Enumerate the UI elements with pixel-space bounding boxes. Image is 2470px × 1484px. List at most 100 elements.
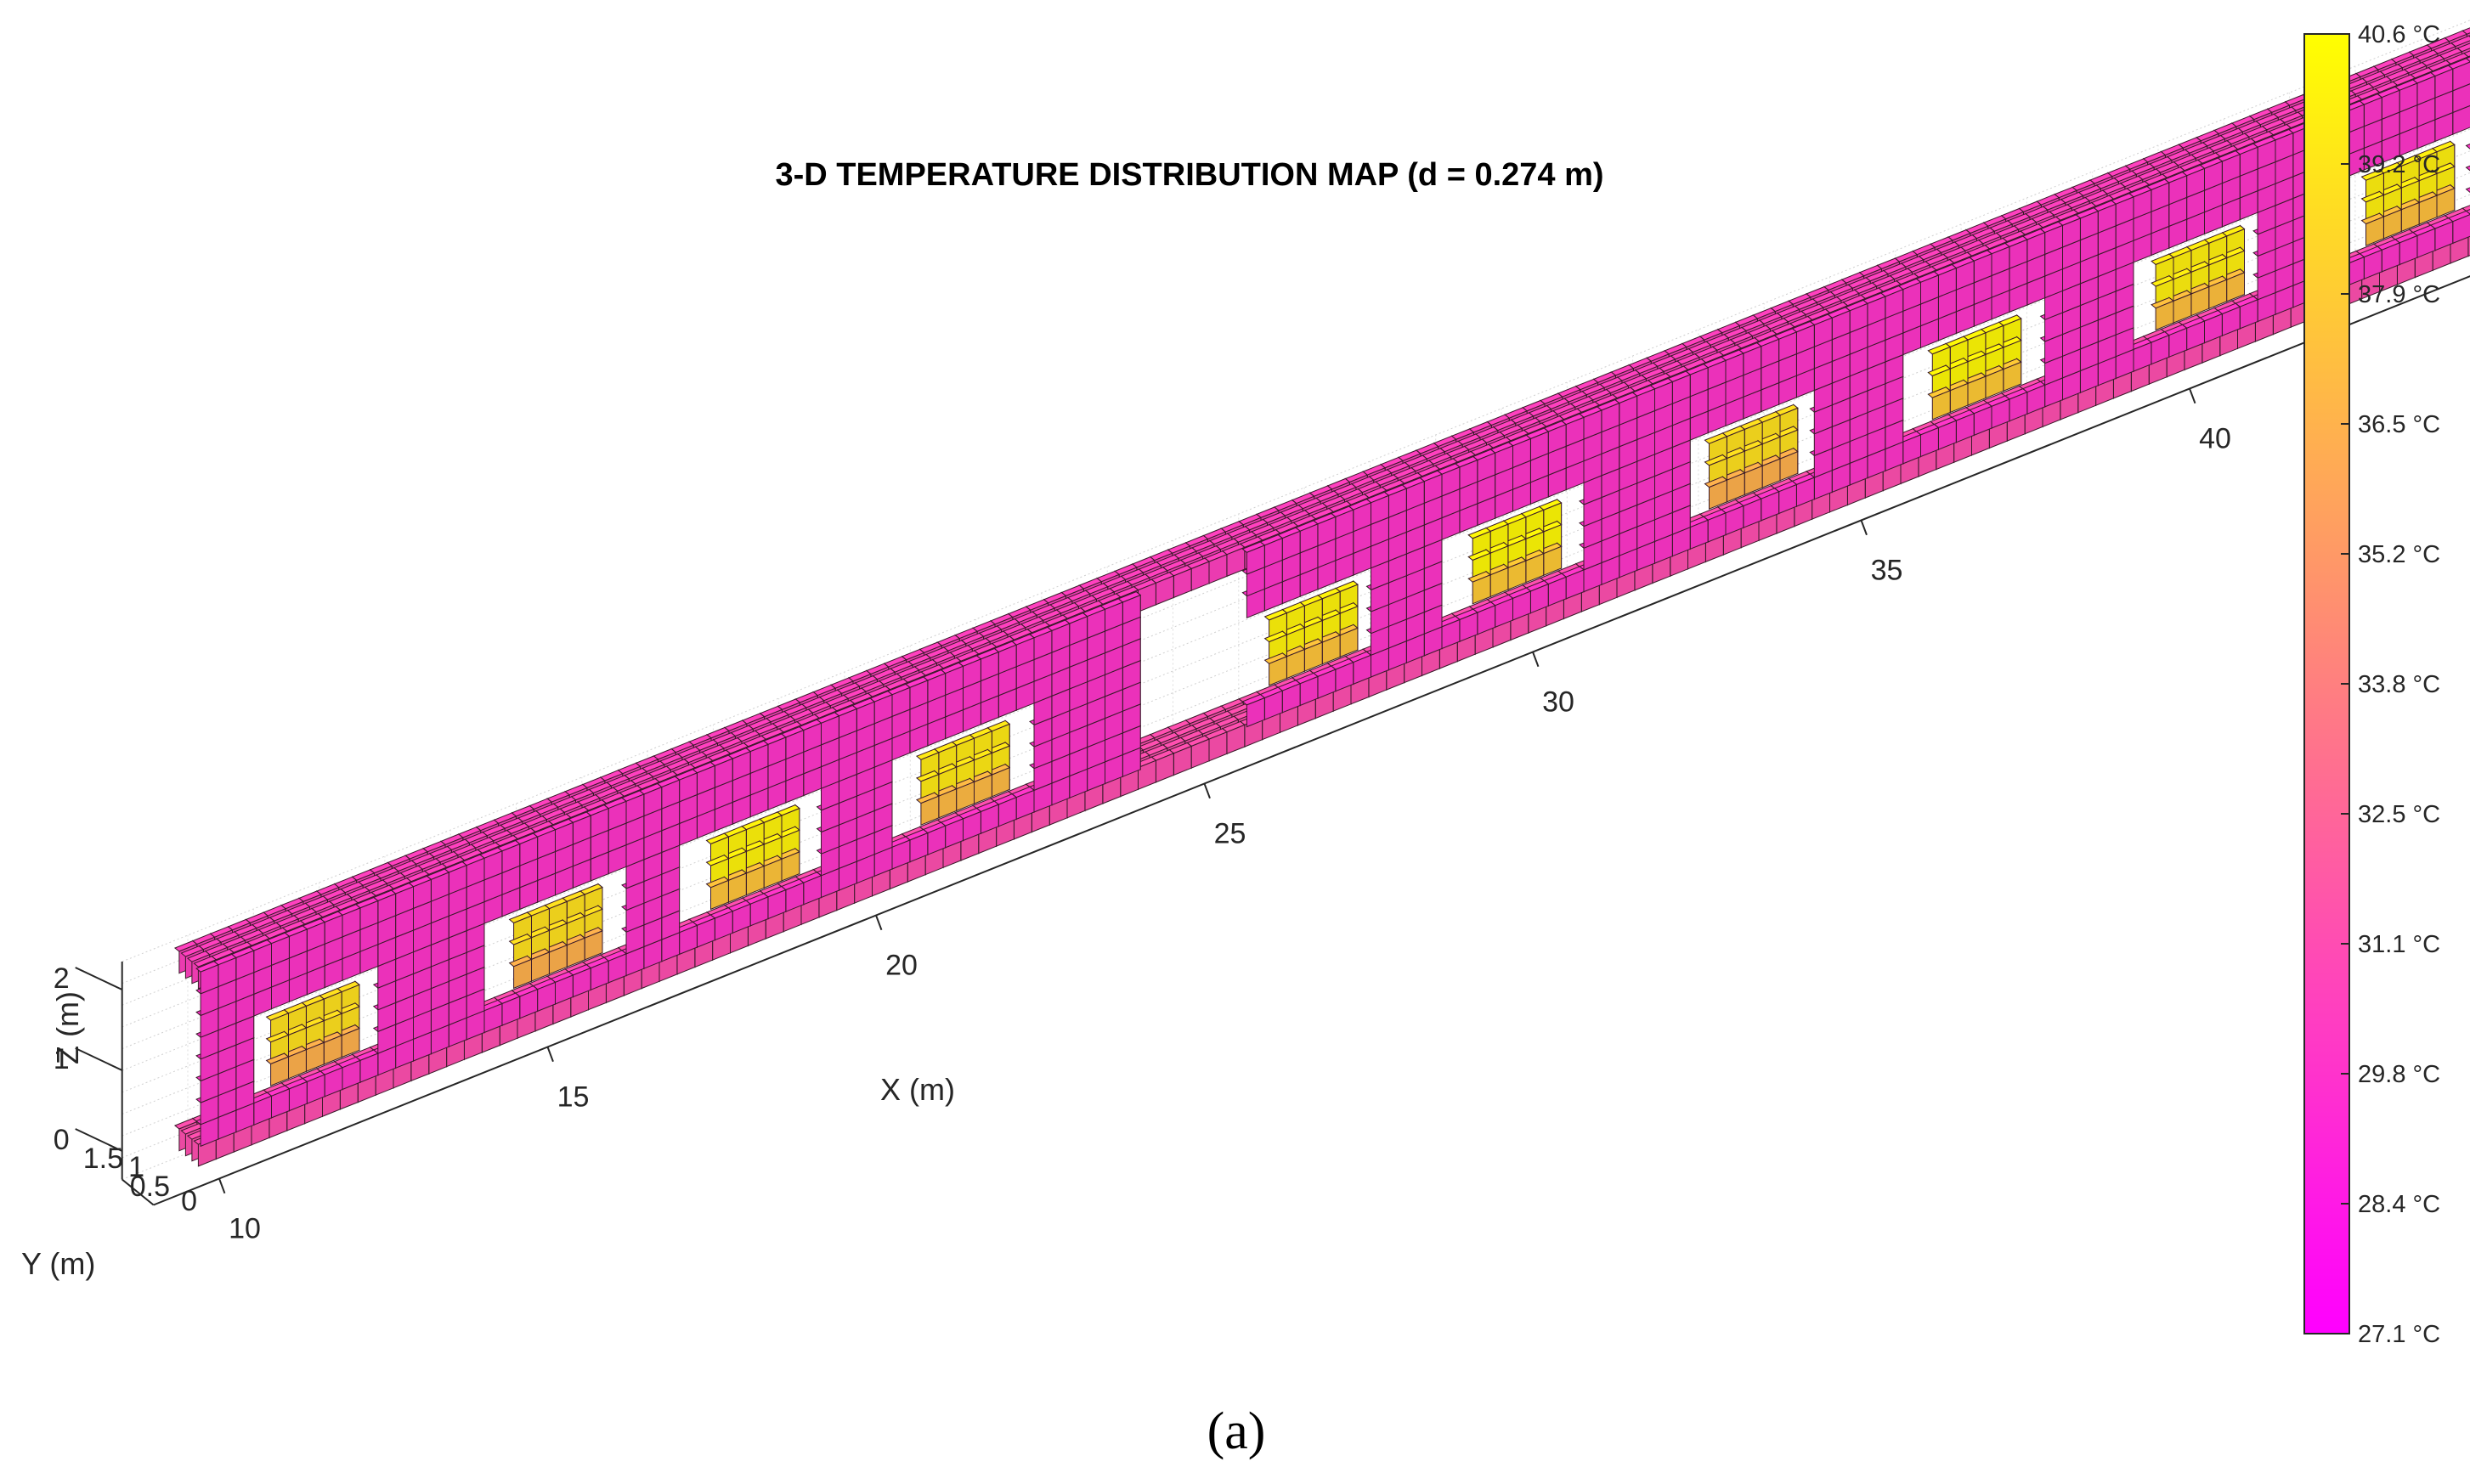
voxel (1277, 527, 1302, 561)
voxel (1419, 470, 1443, 505)
voxel (479, 999, 503, 1034)
voxel (2128, 337, 2152, 372)
voxel (940, 814, 964, 849)
x-tick-mark (1532, 652, 1540, 668)
voxel (674, 790, 698, 825)
hot-spot-voxel (1520, 549, 1545, 584)
z-tick-mark (75, 1047, 123, 1071)
voxel-volume (173, 27, 2470, 1167)
x-tick-label: 30 (1542, 686, 1574, 719)
voxel (2004, 235, 2028, 269)
colorbar-tick-label: 37.9 °C (2358, 281, 2440, 308)
y-tick-label: 0.5 (130, 1171, 170, 1203)
voxel (1437, 462, 1461, 497)
x-tick-mark (875, 915, 883, 931)
voxel (2377, 238, 2401, 273)
voxel (1951, 409, 1975, 443)
voxel (1383, 483, 1408, 518)
y-axis-label: Y (m) (21, 1246, 95, 1281)
voxel (1099, 597, 1124, 632)
hot-spot-voxel (319, 1030, 343, 1065)
voxel (727, 900, 752, 934)
voxel (426, 867, 450, 902)
voxel (2411, 71, 2436, 106)
voxel (834, 704, 858, 739)
voxel (1738, 494, 1762, 528)
z-tick-label: 0 (54, 1124, 70, 1156)
hot-spot-voxel (2360, 212, 2385, 246)
hot-spot-voxel (969, 770, 993, 804)
voxel (993, 640, 1018, 674)
voxel (1755, 487, 1780, 522)
voxel (230, 946, 255, 980)
voxel (1773, 480, 1798, 515)
hot-spot-voxel (265, 1052, 290, 1086)
x-tick-label: 40 (2199, 423, 2231, 455)
voxel (2270, 128, 2294, 163)
voxel (195, 960, 219, 995)
voxel (851, 697, 876, 731)
voxel (603, 949, 627, 984)
voxel (1685, 516, 1710, 550)
voxel (2057, 213, 2082, 248)
voxel (1703, 508, 1727, 543)
voxel (319, 1063, 343, 1097)
voxel (2235, 143, 2259, 178)
hot-spot-voxel (1467, 570, 1492, 605)
colorbar-tick-label: 27.1 °C (2358, 1321, 2440, 1348)
voxel (2377, 86, 2401, 121)
hot-spot-voxel (2203, 275, 2228, 310)
hot-spot-voxel (579, 926, 603, 961)
voxel (532, 978, 557, 1013)
voxel (1614, 392, 1638, 426)
voxel (2093, 200, 2117, 234)
voxel (1117, 590, 1142, 625)
voxel (372, 889, 397, 923)
voxel (337, 1056, 361, 1091)
colorbar-tick-label: 32.5 °C (2358, 801, 2440, 828)
voxel (1064, 612, 1088, 646)
voxel (2429, 217, 2454, 251)
voxel (1915, 423, 1940, 458)
voxel (1933, 416, 1958, 450)
voxel (2447, 210, 2470, 245)
voxel (621, 789, 645, 824)
voxel (727, 747, 752, 781)
voxel (1507, 434, 1532, 469)
colorbar-tick-label: 33.8 °C (2358, 671, 2440, 698)
voxel (1011, 786, 1035, 821)
voxel (709, 754, 734, 788)
z-tick-mark (75, 1128, 123, 1152)
grid-line (122, 20, 2470, 962)
voxel (1437, 615, 1461, 650)
voxel (248, 939, 273, 973)
hot-spot-voxel (2378, 205, 2403, 240)
voxel (1721, 501, 1744, 536)
colorbar-ticks: 27.1 °C 28.4 °C 29.8 °C 31.1 °C 32.5 °C 33.8 … (2341, 21, 2440, 1348)
voxel (1897, 430, 1922, 465)
voxel (1241, 693, 1266, 728)
hot-spot-voxel (1281, 645, 1306, 680)
x-tick-label: 35 (1871, 555, 1903, 587)
voxel (514, 832, 539, 866)
voxel (2359, 93, 2383, 127)
hot-spot-voxel (1299, 638, 1324, 672)
voxel (1241, 540, 1266, 575)
voxel (284, 924, 308, 959)
voxel (585, 956, 610, 991)
hot-spot-voxel (1538, 542, 1563, 577)
voxel (958, 654, 982, 689)
voxel (2075, 206, 2100, 241)
voxel (1773, 327, 1798, 362)
voxel (1186, 735, 1210, 769)
hot-spot-voxel (2185, 282, 2210, 317)
voxel (2163, 171, 2188, 206)
hot-spot-voxel (1263, 652, 1288, 686)
hot-spot-voxels (265, 140, 2456, 1086)
y-tick-label: 1.5 (83, 1143, 123, 1175)
voxel (1204, 727, 1228, 762)
hot-spot-voxel (1704, 476, 1728, 510)
voxel (479, 846, 503, 881)
x-axis-line (153, 275, 2470, 1206)
voxel (887, 835, 911, 870)
